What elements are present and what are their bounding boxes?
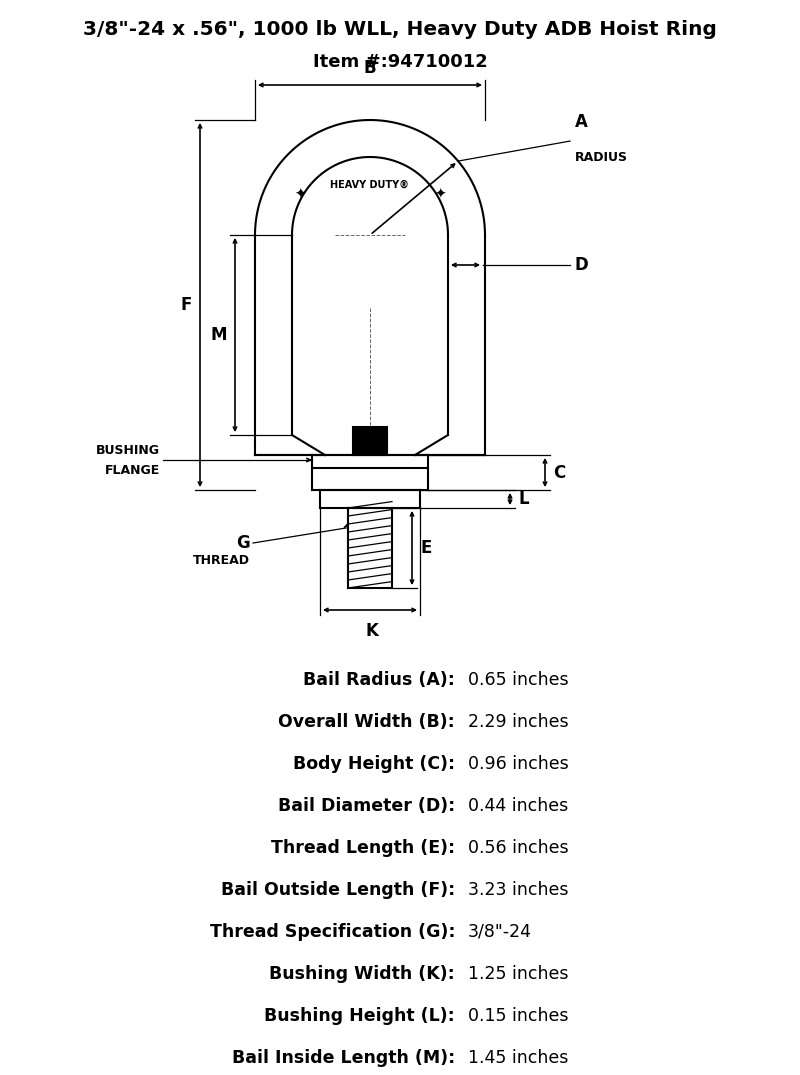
Text: HEAVY DUTY®: HEAVY DUTY® <box>330 180 410 190</box>
Text: Bail Inside Length (M):: Bail Inside Length (M): <box>232 1049 455 1067</box>
Text: E: E <box>420 539 431 557</box>
Text: FLANGE: FLANGE <box>105 463 160 476</box>
Text: G: G <box>236 534 250 551</box>
Text: 3.23 inches: 3.23 inches <box>468 882 569 899</box>
Text: 1.45 inches: 1.45 inches <box>468 1049 568 1067</box>
Text: 0.15 inches: 0.15 inches <box>468 1007 569 1024</box>
Text: 3/8"-24: 3/8"-24 <box>468 923 532 941</box>
Text: 1.25 inches: 1.25 inches <box>468 965 569 983</box>
Text: BUSHING: BUSHING <box>96 444 160 457</box>
Text: 0.56 inches: 0.56 inches <box>468 838 569 857</box>
Text: B: B <box>364 59 376 77</box>
Text: K: K <box>366 622 378 640</box>
Text: Bushing Width (K):: Bushing Width (K): <box>270 965 455 983</box>
Text: 0.96 inches: 0.96 inches <box>468 755 569 773</box>
Text: Thread Specification (G):: Thread Specification (G): <box>210 923 455 941</box>
Text: 2.29 inches: 2.29 inches <box>468 713 569 731</box>
Bar <box>353 427 387 455</box>
Text: Bail Outside Length (F):: Bail Outside Length (F): <box>221 882 455 899</box>
Text: 3/8"-24 x .56", 1000 lb WLL, Heavy Duty ADB Hoist Ring: 3/8"-24 x .56", 1000 lb WLL, Heavy Duty … <box>83 20 717 39</box>
Text: Bail Radius (A):: Bail Radius (A): <box>303 671 455 689</box>
Text: C: C <box>553 463 566 482</box>
Text: F: F <box>181 296 192 314</box>
Text: Thread Length (E):: Thread Length (E): <box>271 838 455 857</box>
Text: ✦: ✦ <box>294 188 306 202</box>
Text: Body Height (C):: Body Height (C): <box>293 755 455 773</box>
Text: RADIUS: RADIUS <box>575 152 628 164</box>
Text: L: L <box>518 490 529 508</box>
Text: THREAD: THREAD <box>193 555 250 568</box>
Text: ✦: ✦ <box>434 188 446 202</box>
Text: M: M <box>210 326 227 344</box>
Text: A: A <box>575 113 588 131</box>
Text: Item #:94710012: Item #:94710012 <box>313 53 487 71</box>
Text: 0.65 inches: 0.65 inches <box>468 671 569 689</box>
Text: D: D <box>575 256 589 274</box>
Text: Bail Diameter (D):: Bail Diameter (D): <box>278 797 455 815</box>
Text: Bushing Height (L):: Bushing Height (L): <box>264 1007 455 1024</box>
Text: 0.44 inches: 0.44 inches <box>468 797 568 815</box>
Text: Overall Width (B):: Overall Width (B): <box>278 713 455 731</box>
